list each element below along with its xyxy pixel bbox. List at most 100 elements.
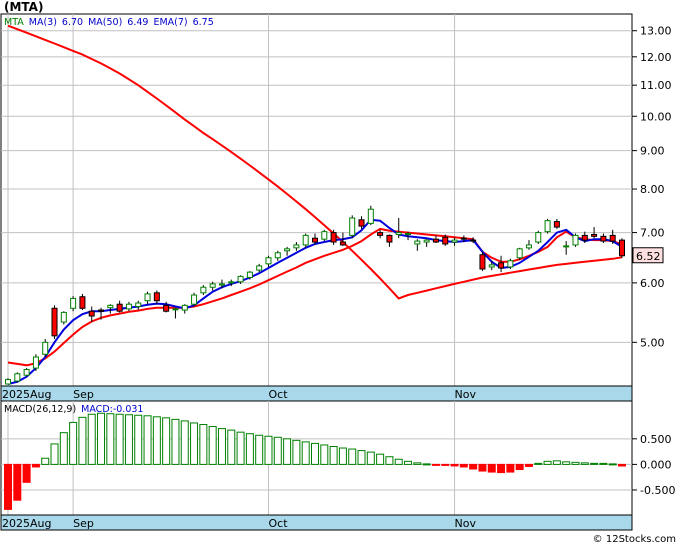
indicator-legend: MTA MA(3) 6.70 MA(50) 6.49 EMA(7) 6.75 [4, 17, 214, 28]
candle [274, 250, 281, 261]
candle [98, 307, 105, 320]
macd-bar [497, 463, 506, 474]
macd-bar [524, 463, 533, 467]
macd-bar [552, 460, 561, 465]
macd-bar [106, 413, 115, 465]
y-tick-label: 7.00 [640, 227, 665, 240]
price-panel [0, 13, 633, 402]
x-tick-label: Oct [268, 388, 288, 401]
candle [377, 229, 384, 239]
last-price-box [632, 247, 664, 264]
candle [163, 301, 170, 313]
macd-bar [357, 450, 366, 465]
candle [32, 354, 39, 371]
candle [507, 258, 514, 270]
macd-bar [599, 462, 608, 465]
candle [470, 237, 477, 244]
macd-bar [152, 416, 161, 465]
macd-bar [301, 441, 310, 465]
candle [553, 218, 560, 229]
candle [460, 235, 467, 243]
candle [153, 290, 160, 305]
candle [200, 285, 207, 296]
price-x-axis: 2025Aug Sep Oct Nov [2, 388, 477, 401]
macd-bar [571, 461, 580, 465]
candle [88, 306, 95, 323]
macd-bar [311, 442, 319, 465]
y-tick-label: 13.00 [640, 25, 672, 38]
macd-bar [394, 458, 403, 465]
macd-x-axis: 2025Aug Sep Oct Nov [2, 517, 477, 530]
candle [395, 218, 402, 239]
legend-entry: MA(50) [88, 17, 122, 28]
candle [349, 215, 356, 239]
y-tick-label: 12.00 [640, 51, 672, 64]
macd-histogram [4, 412, 626, 510]
macd-bar [162, 417, 171, 465]
candle [293, 242, 300, 251]
candle [107, 304, 114, 314]
candle [414, 239, 421, 251]
macd-bar [459, 463, 468, 468]
macd-bar [255, 434, 264, 465]
watermark: © 12Stocks.com [593, 534, 676, 545]
macd-bar [124, 414, 133, 465]
candle [116, 300, 123, 313]
macd-bar [348, 448, 357, 465]
macd-bar [190, 422, 199, 465]
candle [581, 231, 588, 244]
candle [172, 307, 179, 319]
macd-bar [227, 429, 236, 465]
candle [191, 292, 198, 307]
candle [228, 279, 235, 287]
macd-bar [385, 456, 394, 465]
candle [125, 301, 132, 312]
macd-bar [413, 462, 422, 465]
macd-bar [4, 463, 12, 510]
y-tick-label: 8.00 [640, 183, 665, 196]
macd-bar [562, 461, 571, 465]
candle [209, 281, 216, 291]
y-tick-label: 11.00 [640, 79, 672, 92]
macd-bar [441, 463, 450, 466]
macd-bar [543, 460, 552, 465]
macd-bar [320, 444, 329, 465]
macd-bar [115, 413, 124, 465]
macd-bar [59, 432, 68, 465]
candle [591, 227, 598, 239]
legend-entry: MACD:-0.031 [81, 404, 143, 415]
candle [237, 275, 244, 284]
macd-bar [41, 457, 50, 465]
x-tick-label: 2025Aug [2, 517, 51, 530]
macd-bar [69, 421, 78, 465]
candle [423, 239, 430, 247]
candle [23, 368, 30, 377]
candle [256, 263, 263, 273]
candle [535, 230, 542, 244]
candle [386, 234, 393, 247]
macd-bar [450, 463, 459, 467]
macd-bar [338, 447, 347, 465]
candlesticks [5, 205, 625, 385]
macd-bar [171, 418, 180, 465]
candle [451, 237, 458, 246]
candle [572, 233, 579, 247]
macd-y-tick-label: 0.000 [640, 458, 672, 471]
last-price-label: 6.52 [636, 250, 661, 263]
macd-y-axis: 0.500 0.000 -0.500 [632, 433, 675, 497]
candle [498, 255, 505, 273]
candle [79, 293, 86, 311]
macd-bar [487, 463, 496, 473]
macd-y-tick-label: 0.500 [640, 433, 672, 446]
candle [525, 240, 532, 250]
legend-entry: MACD(26,12,9) [4, 404, 76, 415]
macd-bar [97, 412, 106, 465]
macd-bar [236, 431, 245, 465]
candle [405, 231, 412, 241]
x-tick-label: 2025Aug [2, 388, 51, 401]
macd-bar [199, 423, 208, 465]
ticker-title: (MTA) [4, 0, 43, 14]
macd-bar [50, 443, 59, 465]
macd-bar [404, 460, 413, 465]
